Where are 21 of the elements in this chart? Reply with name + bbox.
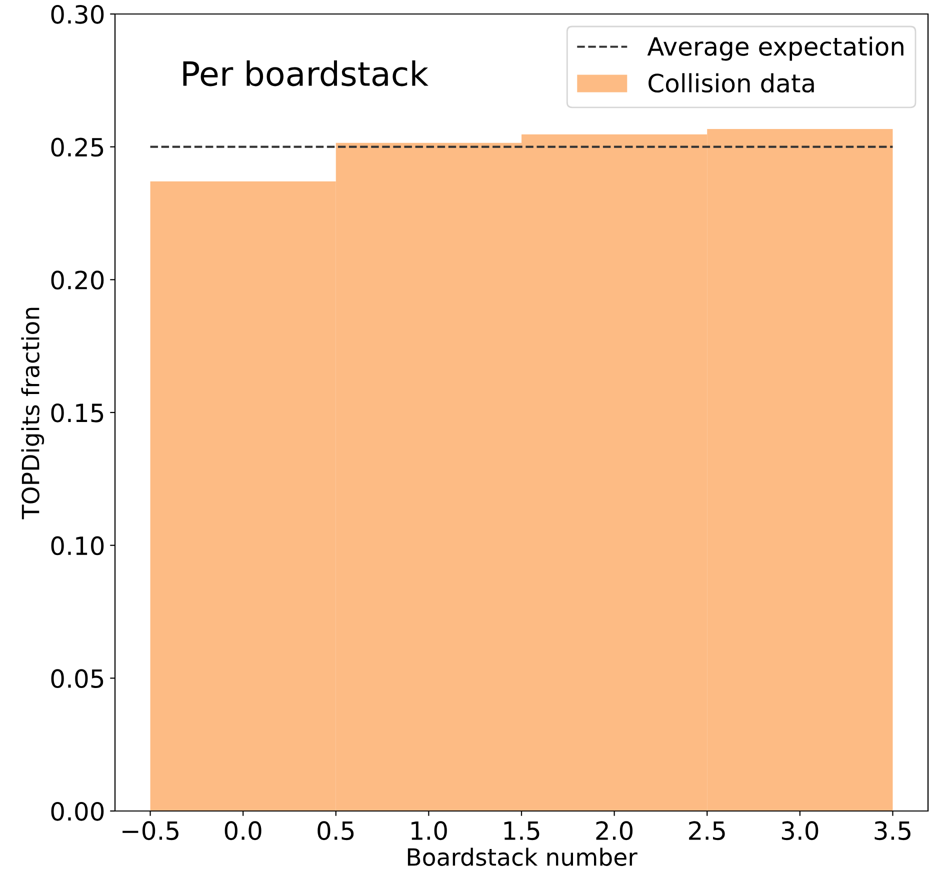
x-tick-label: 2.0 (596, 821, 633, 840)
y-tick-label: 0.15 (51, 403, 104, 422)
y-tick-label: 0.00 (51, 802, 104, 821)
y-axis-title: TOPDigits fraction (21, 308, 44, 520)
y-tick-label: 0.05 (51, 669, 104, 688)
y-tick-label: 0.20 (51, 270, 104, 290)
x-tick-label: 1.5 (504, 821, 540, 840)
x-tick-label: −0.5 (122, 821, 178, 840)
y-tick-label: 0.30 (51, 4, 104, 24)
x-tick-label: 0.0 (224, 821, 262, 840)
x-tick-label: 3.5 (874, 821, 910, 840)
legend-label: Collision data (648, 73, 814, 93)
annotation: Per boardstack (183, 60, 428, 86)
x-axis-title: Boardstack number (408, 848, 638, 866)
x-tick-label: 2.5 (689, 821, 725, 840)
y-tick-label: 0.10 (51, 536, 104, 556)
x-tick-label: 1.0 (412, 821, 447, 840)
x-tick-label: 3.0 (782, 821, 818, 840)
y-tick-label: 0.25 (51, 138, 104, 157)
x-tick-label: 0.5 (318, 821, 354, 840)
legend-label: Average expectation (647, 36, 904, 61)
